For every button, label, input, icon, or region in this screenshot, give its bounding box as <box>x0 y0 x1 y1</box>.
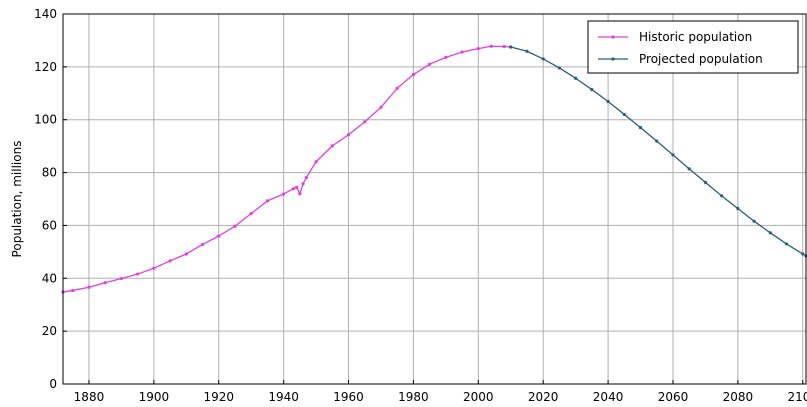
x-axis-ticks: 1880 1900 1920 1940 1960 1980 2000 2020 2040 2060… <box>74 380 807 404</box>
series-layer <box>61 44 807 294</box>
projected-data-point <box>541 57 545 61</box>
projected-data-point <box>687 167 691 171</box>
x-tick-label: 2080 <box>723 390 754 404</box>
historic-data-point <box>233 224 237 228</box>
projected-data-point <box>720 194 724 198</box>
historic-series-line <box>62 45 511 293</box>
historic-data-point <box>304 175 308 180</box>
x-tick-label: 1900 <box>139 390 170 404</box>
x-tick-label: 1960 <box>333 390 364 404</box>
historic-data-point <box>291 187 295 191</box>
legend-historic-marker <box>611 35 615 39</box>
projected-data-point <box>801 252 805 256</box>
legend-box <box>587 20 799 74</box>
historic-data-point <box>444 55 448 59</box>
historic-data-point <box>168 259 172 263</box>
projected-data-point <box>606 99 610 104</box>
legend-projected-marker <box>611 57 615 61</box>
historic-data-point <box>103 281 107 285</box>
projected-data-point <box>784 242 789 246</box>
historic-data-point <box>301 182 305 186</box>
y-tick-label: 80 <box>42 166 57 180</box>
x-tick-label: 2000 <box>463 390 494 404</box>
historic-data-point <box>395 86 399 90</box>
projected-data-point <box>638 126 643 130</box>
historic-data-point <box>295 185 299 189</box>
projected-data-point <box>703 180 708 184</box>
projected-data-point <box>736 206 740 211</box>
historic-data-point <box>217 234 221 238</box>
historic-data-point <box>489 44 493 48</box>
plot-frame <box>62 13 807 385</box>
y-tick-label: 20 <box>42 324 57 338</box>
historic-data-point <box>502 44 506 49</box>
historic-data-point <box>282 192 286 196</box>
y-tick-label: 120 <box>34 60 57 74</box>
historic-data-point <box>152 266 156 270</box>
y-axis-ticks: 0 20 40 60 80 100 120 140 <box>34 7 67 391</box>
historic-data-point <box>200 242 205 247</box>
historic-data-point <box>379 105 383 109</box>
x-tick-label: 1980 <box>398 390 429 404</box>
legend-historic-label: Historic population <box>639 30 752 44</box>
historic-data-point <box>71 288 75 293</box>
y-tick-label: 100 <box>34 113 57 127</box>
historic-data-point <box>249 211 253 216</box>
historic-data-point <box>298 192 302 196</box>
legend-projected-label: Projected population <box>639 52 763 66</box>
historic-data-point <box>411 72 416 77</box>
projected-data-point <box>768 231 772 235</box>
historic-data-point <box>363 120 367 124</box>
historic-data-point <box>184 252 188 256</box>
historic-data-point <box>119 276 124 281</box>
historic-data-point <box>460 50 464 54</box>
y-tick-label: 60 <box>42 218 57 232</box>
historic-data-point <box>476 47 480 51</box>
projected-data-point <box>655 139 659 143</box>
x-tick-label: 1880 <box>74 390 105 404</box>
historic-data-point <box>136 272 140 276</box>
historic-data-point <box>314 160 318 164</box>
x-tick-label: 2060 <box>658 390 689 404</box>
x-tick-label: 2020 <box>528 390 559 404</box>
projected-data-point <box>752 219 756 223</box>
x-tick-label: 1920 <box>203 390 234 404</box>
x-tick-label: 1940 <box>268 390 299 404</box>
x-tick-label: 2040 <box>593 390 624 404</box>
y-tick-label: 0 <box>49 377 57 391</box>
projected-data-point <box>525 49 529 53</box>
projected-data-point <box>671 153 675 157</box>
projected-data-point <box>557 66 562 70</box>
projected-data-point <box>574 76 578 80</box>
projected-data-point <box>509 45 513 49</box>
historic-data-point <box>330 144 334 148</box>
projected-data-point <box>590 87 594 92</box>
historic-data-point <box>87 285 91 289</box>
y-tick-label: 140 <box>34 7 57 21</box>
legend: Historic population Projected population <box>587 20 799 74</box>
y-axis-title: Population, millions <box>10 141 24 258</box>
historic-data-point <box>265 199 270 203</box>
projected-series-line <box>510 46 807 257</box>
historic-data-point <box>346 133 351 137</box>
historic-data-point <box>428 62 432 66</box>
y-tick-label: 40 <box>42 271 57 285</box>
projected-data-point <box>622 112 626 117</box>
